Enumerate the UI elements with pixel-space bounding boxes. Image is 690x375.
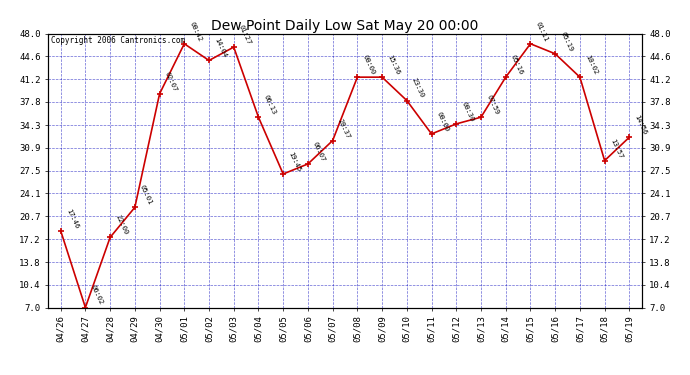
Text: 13:57: 13:57: [609, 137, 623, 159]
Text: 05:01: 05:01: [139, 184, 153, 206]
Text: 00:00: 00:00: [435, 111, 450, 132]
Text: 20:37: 20:37: [337, 117, 351, 139]
Text: 17:46: 17:46: [65, 207, 79, 230]
Text: Copyright 2006 Cantronics.com: Copyright 2006 Cantronics.com: [51, 36, 186, 45]
Text: 15:36: 15:36: [386, 54, 401, 76]
Text: 05:16: 05:16: [510, 54, 524, 76]
Text: 00:00: 00:00: [362, 54, 376, 76]
Text: 05:19: 05:19: [560, 31, 574, 52]
Text: 01:11: 01:11: [535, 21, 549, 42]
Text: 06:13: 06:13: [263, 94, 277, 116]
Text: 07:59: 07:59: [485, 94, 500, 116]
Text: 14:04: 14:04: [213, 37, 228, 59]
Text: 23:30: 23:30: [411, 77, 426, 99]
Text: 00:30: 00:30: [460, 101, 475, 123]
Text: 00:42: 00:42: [188, 21, 203, 42]
Text: 10:02: 10:02: [584, 54, 598, 76]
Text: 14:56: 14:56: [633, 114, 648, 136]
Text: 22:00: 22:00: [115, 214, 129, 236]
Text: 06:07: 06:07: [312, 141, 326, 162]
Text: 02:07: 02:07: [164, 70, 178, 93]
Text: 01:27: 01:27: [238, 24, 253, 46]
Text: 06:02: 06:02: [90, 284, 104, 306]
Title: Dew Point Daily Low Sat May 20 00:00: Dew Point Daily Low Sat May 20 00:00: [211, 19, 479, 33]
Text: 19:45: 19:45: [287, 151, 302, 172]
